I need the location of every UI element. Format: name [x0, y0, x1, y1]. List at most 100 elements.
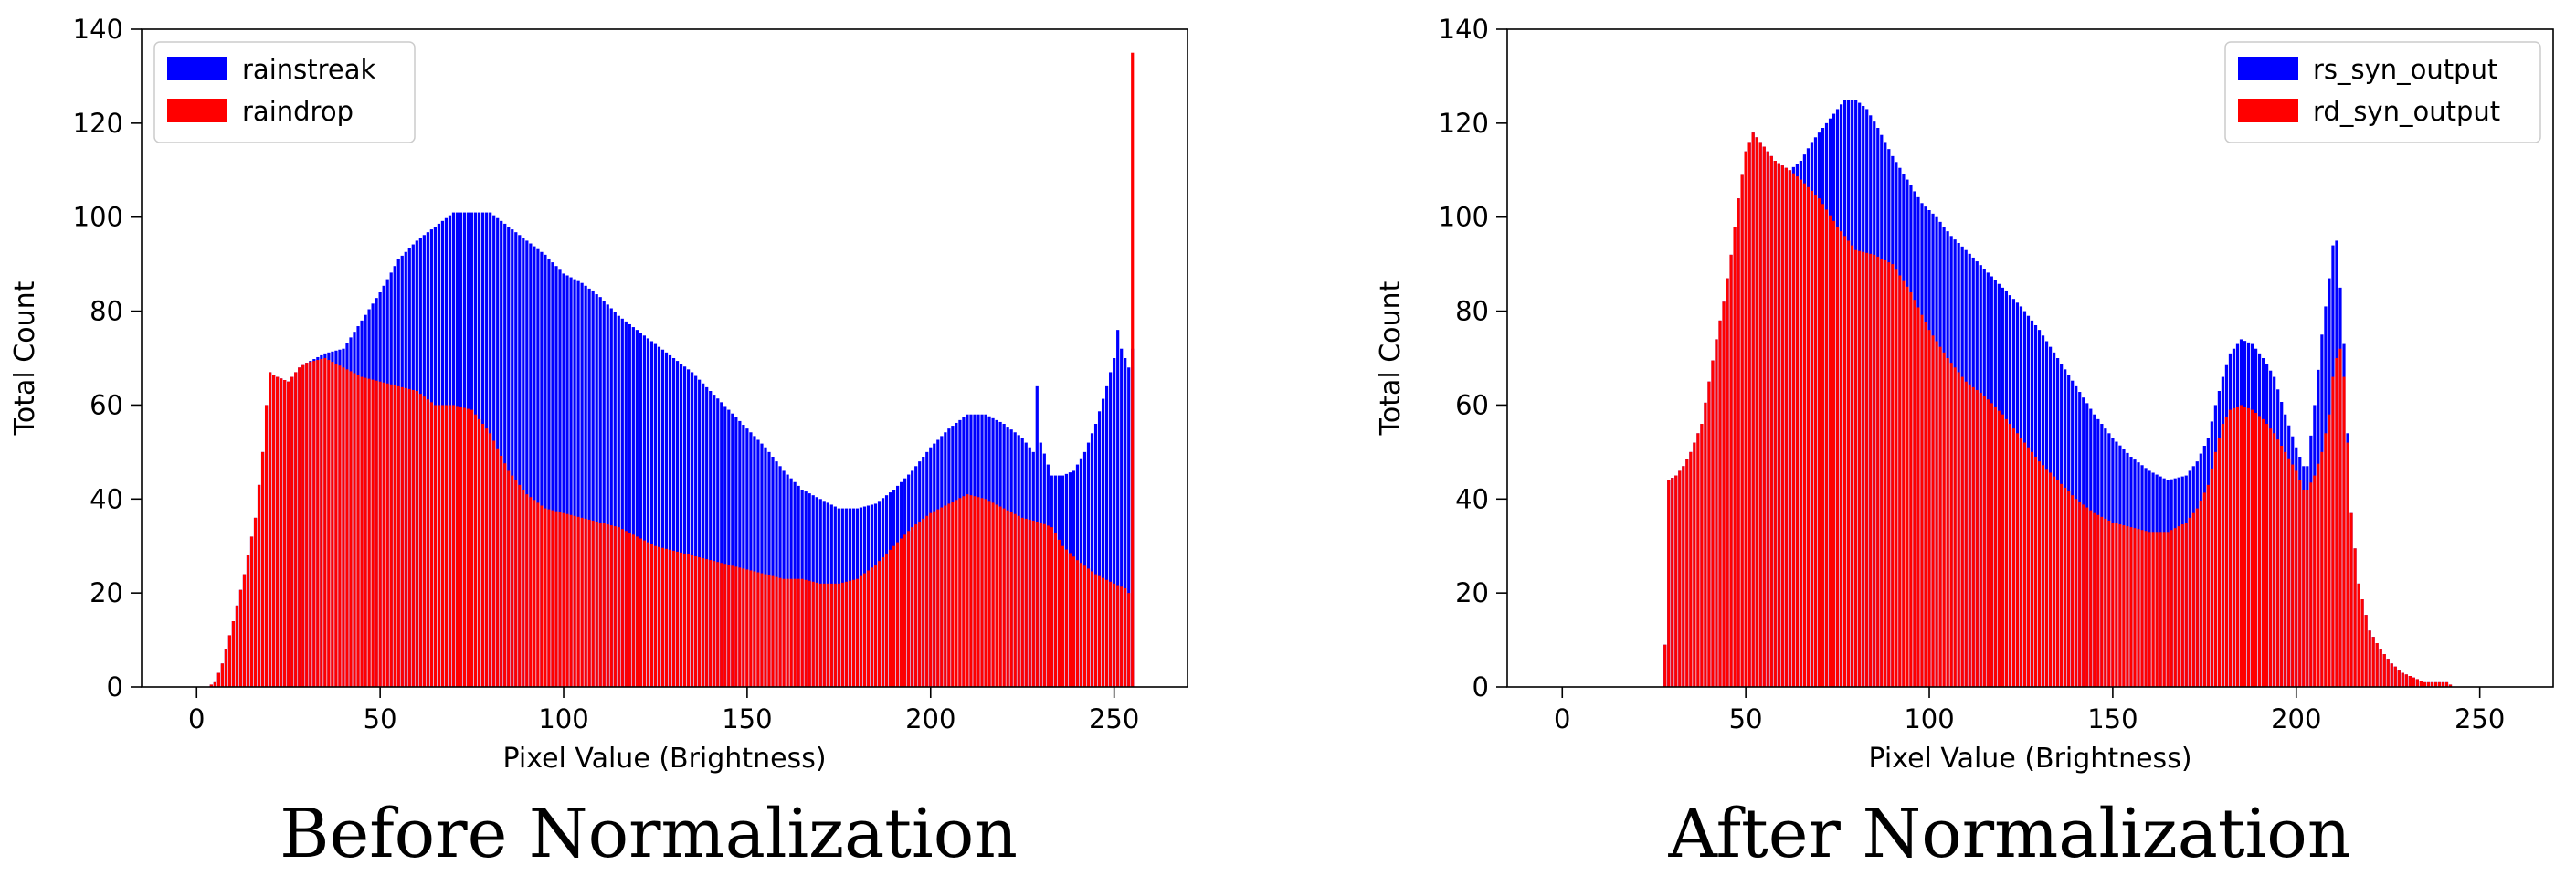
- before-ytick-label-140: 140: [73, 14, 123, 45]
- after-bar-rd_syn_output-118: [1993, 407, 1997, 687]
- before-bar-rainstreak-90: [525, 240, 529, 687]
- after-bar-rd_syn_output-30: [1671, 478, 1674, 687]
- before-bar-rainstreak-105: [580, 282, 584, 687]
- caption-after-normalization: After Normalization: [1668, 795, 2351, 873]
- after-bar-rd_syn_output-203: [2306, 490, 2309, 687]
- before-bar-raindrop-143: [720, 563, 723, 687]
- before-bar-raindrop-234: [1053, 533, 1057, 687]
- before-bar-rainstreak-155: [764, 447, 767, 687]
- after-ytick-label-100: 100: [1439, 202, 1489, 233]
- before-bar-raindrop-20: [269, 372, 272, 687]
- before-bar-raindrop-65: [433, 405, 438, 687]
- after-bar-rd_syn_output-152: [2118, 524, 2122, 687]
- after-bar-rd_syn_output-186: [2243, 407, 2247, 687]
- before-bar-raindrop-253: [1124, 588, 1127, 687]
- after-bar-rd_syn_output-223: [2379, 649, 2382, 687]
- before-bar-raindrop-244: [1090, 571, 1094, 687]
- after-bar-rd_syn_output-107: [1953, 367, 1957, 687]
- after-bar-rd_syn_output-96: [1913, 300, 1916, 687]
- before-bar-rainstreak-89: [522, 238, 525, 687]
- before-bar-raindrop-178: [848, 580, 851, 687]
- after-bar-rd_syn_output-42: [1715, 339, 1718, 687]
- before-bar-raindrop-224: [1017, 515, 1020, 687]
- after-bar-rd_syn_output-211: [2335, 358, 2338, 687]
- before-bar-raindrop-67: [440, 405, 445, 687]
- after-bar-rd_syn_output-85: [1873, 254, 1876, 687]
- after-bar-rd_syn_output-36: [1693, 442, 1696, 687]
- before-bar-rainstreak-115: [617, 315, 620, 687]
- after-bar-rd_syn_output-204: [2309, 482, 2313, 687]
- after-bar-rd_syn_output-75: [1835, 227, 1840, 687]
- after-bar-rd_syn_output-238: [2433, 681, 2438, 687]
- after-ytick-label-0: 0: [1473, 671, 1489, 702]
- after-bar-rd_syn_output-187: [2246, 407, 2251, 687]
- before-bar-raindrop-100: [562, 512, 565, 687]
- before-bar-raindrop-55: [396, 385, 400, 687]
- after-bar-rd_syn_output-101: [1931, 335, 1935, 687]
- after-bar-rd_syn_output-33: [1682, 466, 1685, 687]
- before-bar-raindrop-140: [709, 560, 713, 687]
- before-bar-rainstreak-246: [1097, 411, 1102, 687]
- after-bar-rd_syn_output-78: [1847, 240, 1851, 687]
- before-bar-rainstreak-152: [753, 436, 756, 687]
- before-bar-rainstreak-249: [1109, 372, 1113, 687]
- before-bar-raindrop-155: [764, 574, 767, 687]
- after-bar-rd_syn_output-139: [2071, 495, 2075, 687]
- after-bar-rd_syn_output-180: [2221, 424, 2225, 687]
- after-xtick-label-150: 150: [2087, 703, 2138, 734]
- after-bar-rd_syn_output-184: [2235, 407, 2240, 687]
- after-bar-rd_syn_output-40: [1707, 381, 1711, 687]
- after-bar-rd_syn_output-155: [2129, 527, 2133, 687]
- after-bar-rd_syn_output-225: [2386, 659, 2390, 687]
- before-ytick-label-0: 0: [107, 671, 123, 702]
- before-bar-raindrop-8: [224, 649, 228, 687]
- after-bar-rd_syn_output-232: [2412, 677, 2415, 687]
- before-bar-raindrop-48: [371, 379, 375, 687]
- after-bar-rd_syn_output-93: [1902, 280, 1906, 687]
- before-bar-raindrop-254: [1127, 593, 1131, 687]
- before-bar-raindrop-23: [280, 378, 283, 687]
- before-xtick-label-50: 50: [364, 703, 397, 734]
- before-ytick-label-80: 80: [90, 296, 123, 327]
- before-bar-rainstreak-149: [742, 425, 745, 687]
- before-bar-raindrop-242: [1082, 565, 1087, 687]
- before-bar-raindrop-204: [944, 505, 947, 687]
- before-bar-raindrop-136: [694, 556, 698, 687]
- before-bar-rainstreak-145: [727, 409, 731, 687]
- before-bar-raindrop-18: [260, 451, 265, 687]
- before-bar-rainstreak-93: [536, 248, 540, 687]
- after-bar-rd_syn_output-100: [1927, 330, 1931, 687]
- before-bar-raindrop-139: [705, 559, 709, 687]
- after-bar-rd_syn_output-84: [1869, 253, 1873, 687]
- before-bar-raindrop-28: [298, 367, 301, 687]
- before-bar-raindrop-176: [840, 582, 844, 687]
- after-bar-rd_syn_output-191: [2262, 418, 2265, 687]
- before-bar-raindrop-235: [1057, 539, 1061, 687]
- before-bar-rainstreak-130: [671, 358, 676, 687]
- before-bar-raindrop-157: [771, 575, 775, 687]
- before-bar-rainstreak-253: [1124, 358, 1127, 687]
- after-bar-rd_syn_output-164: [2162, 532, 2166, 687]
- before-bar-raindrop-203: [940, 507, 944, 687]
- after-bar-rd_syn_output-122: [2008, 424, 2012, 687]
- after-legend-label-rd_syn_output: rd_syn_output: [2313, 96, 2500, 127]
- after-ytick-label-40: 40: [1455, 483, 1489, 514]
- before-bar-rainstreak-83: [500, 220, 503, 687]
- after-bar-rd_syn_output-115: [1982, 396, 1986, 687]
- before-xtick-label-200: 200: [905, 703, 955, 734]
- after-bar-rd_syn_output-174: [2199, 501, 2202, 687]
- before-bar-raindrop-71: [455, 406, 459, 687]
- before-legend-swatch-rainstreak: [167, 57, 227, 80]
- after-bar-rd_syn_output-57: [1769, 155, 1773, 688]
- before-bar-rainstreak-99: [558, 269, 562, 687]
- before-xtick-label-250: 250: [1089, 703, 1139, 734]
- after-bar-rd_syn_output-205: [2313, 475, 2317, 687]
- after-bar-rd_syn_output-119: [1997, 410, 2001, 687]
- before-bar-raindrop-88: [518, 484, 522, 687]
- after-bar-rd_syn_output-89: [1887, 262, 1891, 687]
- after-bar-rd_syn_output-199: [2291, 464, 2295, 687]
- before-bar-raindrop-25: [287, 381, 290, 687]
- before-bar-raindrop-159: [778, 577, 782, 687]
- before-bar-raindrop-213: [977, 497, 980, 687]
- before-bar-raindrop-24: [283, 380, 287, 687]
